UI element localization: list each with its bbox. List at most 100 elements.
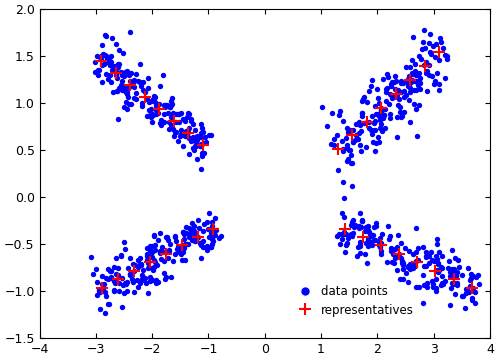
- Point: [124, 94, 132, 100]
- Point: [409, 251, 417, 257]
- Point: [341, 249, 349, 255]
- Point: [171, 233, 179, 239]
- Point: [130, 77, 138, 83]
- Point: [215, 235, 223, 240]
- Point: [152, 278, 160, 283]
- Point: [180, 236, 188, 242]
- Point: [184, 135, 192, 140]
- Point: [414, 245, 422, 251]
- Point: [385, 91, 393, 97]
- Point: [117, 82, 125, 88]
- Point: [330, 142, 338, 148]
- Point: [209, 229, 217, 234]
- Point: [394, 87, 402, 93]
- Point: [459, 293, 467, 299]
- Point: [114, 116, 122, 122]
- Point: [175, 249, 183, 255]
- Point: [365, 227, 373, 233]
- Point: [118, 78, 126, 84]
- Point: [367, 239, 375, 245]
- Point: [463, 286, 471, 292]
- Point: [390, 246, 398, 252]
- Point: [376, 125, 384, 131]
- Point: [122, 246, 129, 252]
- Point: [176, 243, 184, 248]
- Point: [164, 255, 172, 261]
- Point: [433, 267, 441, 273]
- Point: [455, 264, 463, 269]
- Point: [93, 292, 101, 297]
- Point: [172, 129, 180, 135]
- Point: [432, 288, 440, 294]
- Point: [469, 273, 477, 278]
- Point: [148, 111, 156, 117]
- Point: [144, 265, 152, 271]
- Point: [136, 261, 144, 267]
- Point: [413, 133, 421, 139]
- Point: [404, 76, 412, 82]
- Point: [152, 107, 160, 113]
- Point: [387, 248, 395, 254]
- Point: [412, 72, 420, 78]
- Point: [160, 102, 168, 108]
- Point: [198, 144, 206, 149]
- Point: [454, 257, 462, 263]
- Point: [104, 301, 112, 307]
- Point: [134, 264, 142, 270]
- Point: [150, 264, 158, 269]
- Point: [414, 257, 422, 263]
- Point: [427, 249, 435, 255]
- Point: [411, 61, 419, 67]
- Point: [179, 229, 187, 235]
- Point: [205, 132, 213, 138]
- Point: [349, 230, 357, 236]
- Point: [131, 262, 139, 268]
- Point: [411, 78, 419, 84]
- Point: [468, 296, 476, 301]
- Point: [405, 83, 413, 89]
- Point: [464, 265, 472, 271]
- Point: [386, 83, 394, 89]
- Point: [168, 95, 176, 101]
- Point: [100, 281, 108, 287]
- Point: [115, 64, 123, 70]
- Point: [349, 160, 357, 166]
- Point: [118, 72, 126, 78]
- Point: [401, 245, 409, 251]
- Point: [165, 248, 173, 254]
- Point: [346, 127, 354, 133]
- Point: [143, 113, 151, 119]
- Point: [362, 144, 370, 149]
- Point: [347, 222, 355, 228]
- Point: [347, 232, 355, 238]
- Point: [91, 59, 99, 65]
- Point: [344, 235, 352, 240]
- Point: [357, 148, 365, 154]
- Point: [397, 114, 405, 120]
- Point: [117, 252, 125, 258]
- Point: [111, 280, 119, 286]
- Point: [437, 264, 445, 270]
- Point: [148, 265, 156, 270]
- Point: [148, 120, 156, 125]
- Point: [412, 258, 420, 264]
- Point: [374, 95, 381, 101]
- Point: [360, 120, 368, 126]
- Point: [399, 266, 407, 271]
- Point: [160, 258, 168, 264]
- Point: [115, 61, 123, 67]
- Point: [422, 70, 430, 76]
- Point: [416, 75, 424, 81]
- Point: [126, 255, 134, 261]
- Point: [393, 87, 401, 93]
- Point: [203, 243, 211, 249]
- Point: [144, 260, 152, 266]
- Point: [405, 98, 413, 103]
- Point: [123, 68, 131, 73]
- Point: [400, 89, 408, 94]
- Point: [191, 238, 199, 244]
- Point: [115, 85, 123, 91]
- Point: [97, 287, 105, 292]
- Point: [197, 121, 205, 127]
- Point: [428, 73, 436, 79]
